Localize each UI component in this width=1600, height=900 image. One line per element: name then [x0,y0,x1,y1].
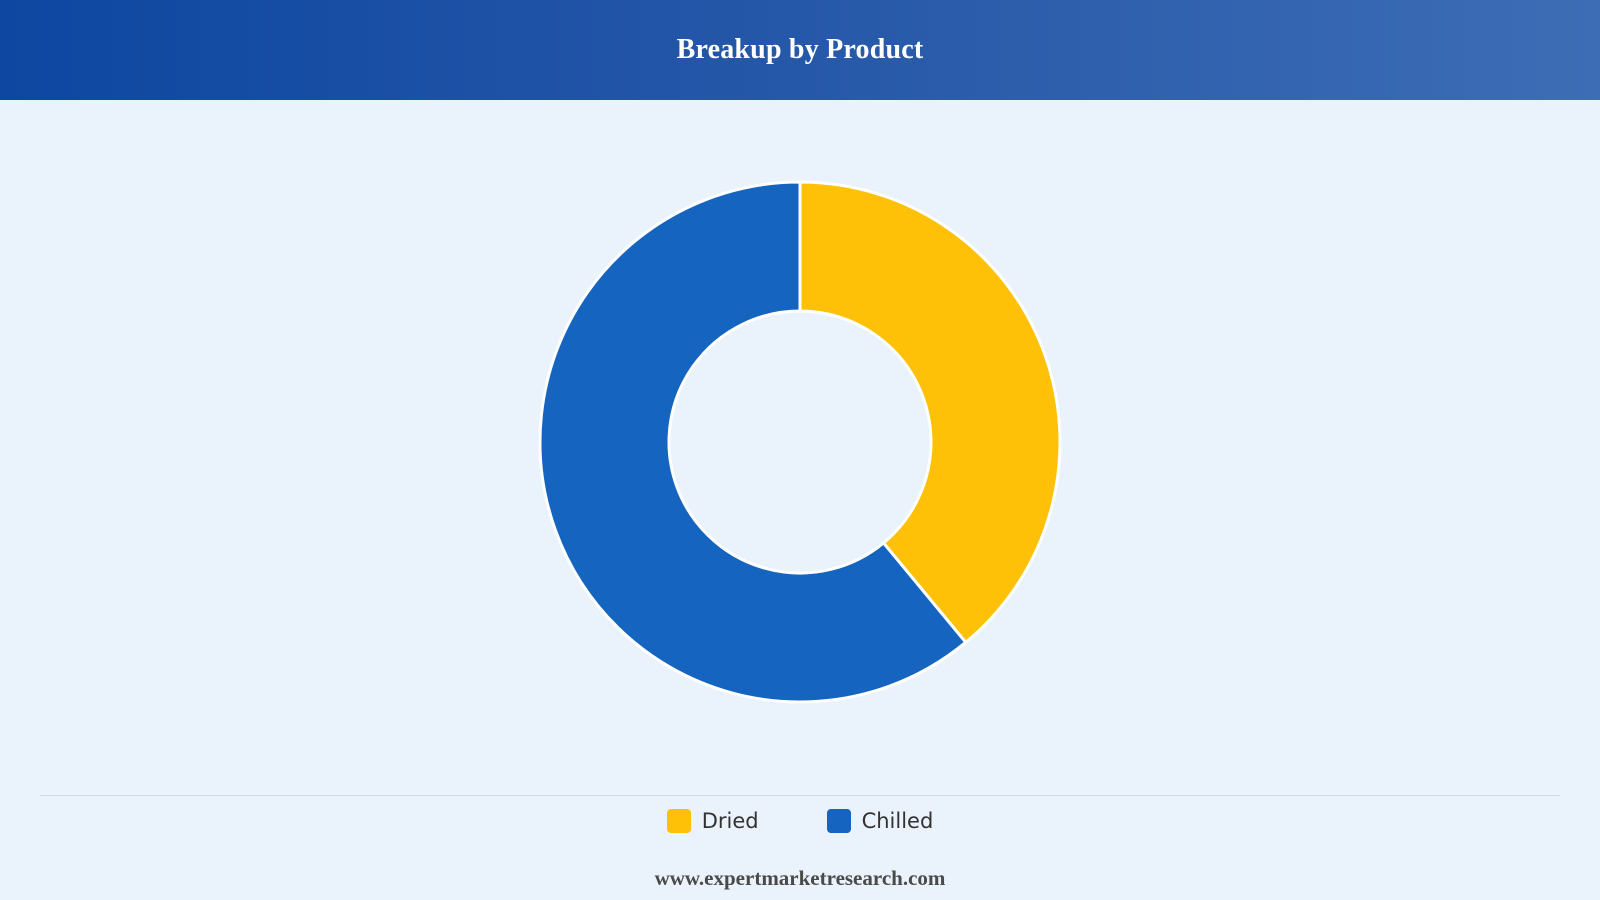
donut-slice-dried[interactable] [798,180,1062,644]
legend-divider [40,795,1560,796]
legend-swatch-dried [666,809,691,833]
chart-title: Breakup by Product [676,34,924,65]
legend-swatch-chilled [826,809,851,833]
donut-chart [538,180,1062,704]
legend-item-chilled[interactable]: Chilled [826,809,934,833]
header-bar: Breakup by Product [0,0,1600,100]
donut-slice-chilled[interactable] [538,180,968,704]
legend-label-dried: Dried [701,809,759,833]
legend-item-dried[interactable]: Dried [666,809,759,833]
source-footer[interactable]: www.expertmarketresearch.com [654,866,946,890]
legend-label-chilled: Chilled [861,809,934,833]
legend: Dried Chilled [0,806,1600,836]
chart-area [0,100,1600,790]
